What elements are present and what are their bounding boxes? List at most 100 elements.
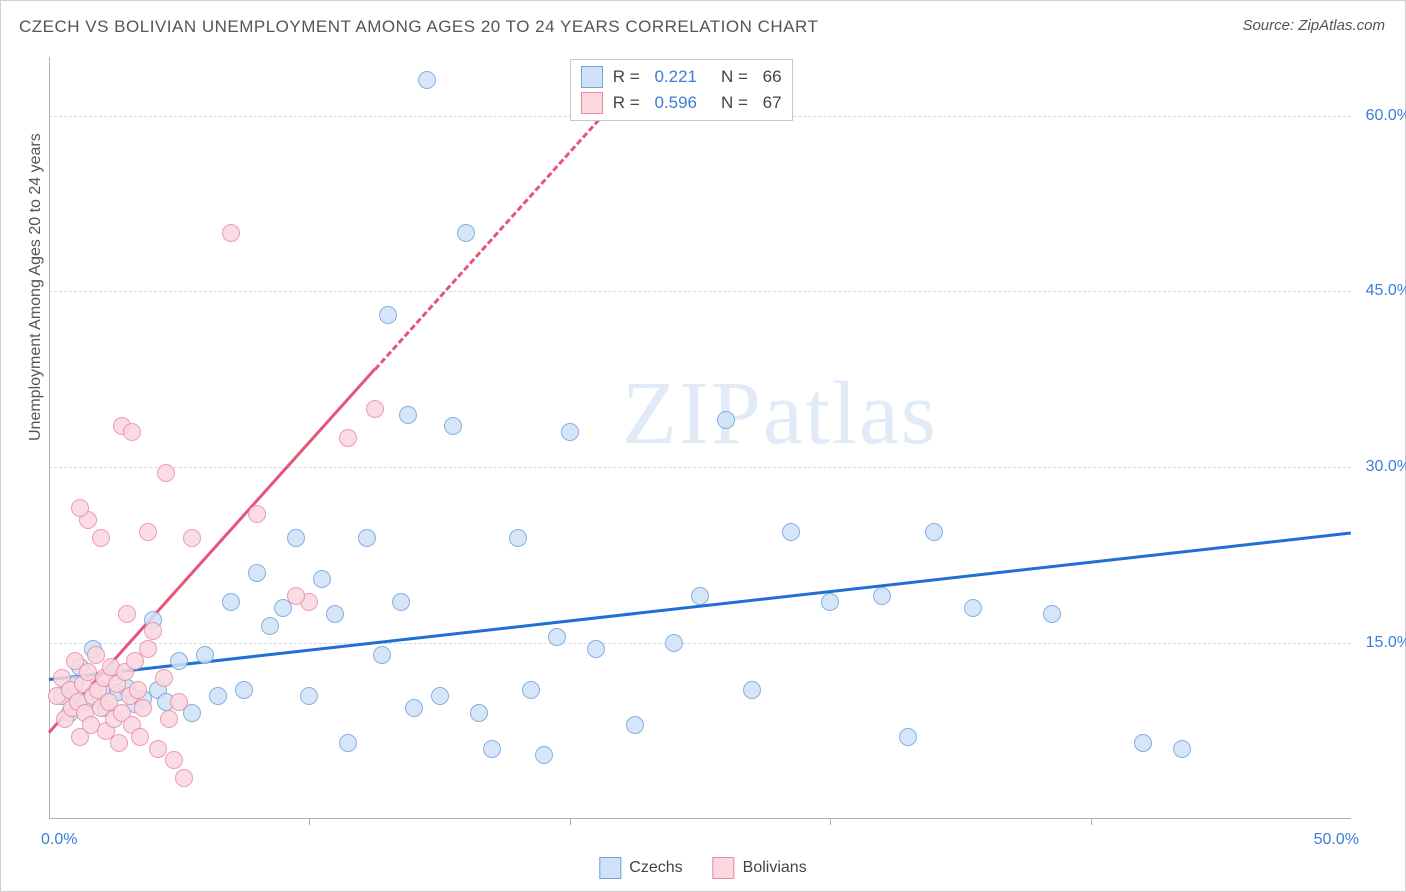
czechs-point [444,417,462,435]
x-tick-label: 0.0% [41,831,77,849]
y-tick-label: 45.0% [1366,282,1406,300]
bolivians-point [160,710,178,728]
czechs-point [587,640,605,658]
czechs-point [222,593,240,611]
bolivians-point [366,400,384,418]
stats-box: R = 0.221 N = 66 R = 0.596 N = 67 [570,59,793,121]
x-tick-mark [309,819,310,825]
bolivians-point [139,523,157,541]
bolivians-regression-line [373,93,623,371]
stats-swatch-icon [581,92,603,114]
czechs-point [209,687,227,705]
bolivians-point [165,751,183,769]
czechs-point [431,687,449,705]
bolivians-point [157,464,175,482]
czechs-point [248,564,266,582]
legend-label: Bolivians [743,859,807,877]
gridline-v [830,57,831,819]
legend-label: Czechs [629,859,682,877]
czechs-point [782,523,800,541]
stats-n-label: N = [721,93,753,113]
czechs-point [691,587,709,605]
x-axis-line [49,818,1351,819]
y-tick-label: 60.0% [1366,107,1406,125]
stats-swatch-icon [581,66,603,88]
legend-swatch-icon [599,857,621,879]
stats-n-value: 66 [763,67,782,87]
x-tick-mark [830,819,831,825]
bolivians-point [144,622,162,640]
bolivians-point [139,640,157,658]
stats-n-value: 67 [763,93,782,113]
x-tick-label: 50.0% [1314,831,1359,849]
bolivians-point [110,734,128,752]
czechs-point [483,740,501,758]
czechs-point [1134,734,1152,752]
czechs-point [535,746,553,764]
czechs-point [326,605,344,623]
czechs-point [379,306,397,324]
stats-r-value: 0.596 [654,93,697,113]
czechs-point [300,687,318,705]
czechs-point [405,699,423,717]
legend-swatch-icon [713,857,735,879]
gridline-v [1091,57,1092,819]
czechs-point [522,681,540,699]
czechs-point [821,593,839,611]
czechs-point [470,704,488,722]
czechs-point [665,634,683,652]
legend-item: Czechs [599,857,682,879]
czechs-point [170,652,188,670]
legend: Czechs Bolivians [599,857,806,879]
legend-item: Bolivians [713,857,807,879]
stats-r-value: 0.221 [654,67,697,87]
bolivians-point [129,681,147,699]
bolivians-point [131,728,149,746]
czechs-point [457,224,475,242]
czechs-point [358,529,376,547]
stats-row: R = 0.596 N = 67 [581,90,782,116]
czechs-point [392,593,410,611]
y-axis-line [49,57,50,819]
gridline-h [49,467,1351,468]
watermark: ZIPatlas [622,362,938,465]
czechs-point [925,523,943,541]
bolivians-point [170,693,188,711]
czechs-point [899,728,917,746]
bolivians-point [92,529,110,547]
czechs-point [743,681,761,699]
gridline-h [49,643,1351,644]
czechs-point [287,529,305,547]
stats-n-label: N = [721,67,753,87]
bolivians-point [175,769,193,787]
plot-area: ZIPatlas 15.0%30.0%45.0%60.0%0.0%50.0% [49,57,1351,819]
bolivians-point [287,587,305,605]
czechs-point [1043,605,1061,623]
chart-container: CZECH VS BOLIVIAN UNEMPLOYMENT AMONG AGE… [0,0,1406,892]
chart-title: CZECH VS BOLIVIAN UNEMPLOYMENT AMONG AGE… [19,17,818,37]
czechs-point [235,681,253,699]
czechs-point [1173,740,1191,758]
czechs-point [261,617,279,635]
czechs-point [626,716,644,734]
x-tick-mark [570,819,571,825]
bolivians-point [155,669,173,687]
czechs-point [313,570,331,588]
stats-r-label: R = [613,93,645,113]
czechs-point [964,599,982,617]
y-tick-label: 15.0% [1366,634,1406,652]
source-label: Source: ZipAtlas.com [1242,17,1385,34]
bolivians-point [123,423,141,441]
czechs-point [373,646,391,664]
czechs-point [873,587,891,605]
czechs-point [561,423,579,441]
czechs-regression-line [49,532,1351,682]
y-tick-label: 30.0% [1366,458,1406,476]
bolivians-point [183,529,201,547]
y-axis-title: Unemployment Among Ages 20 to 24 years [27,133,45,441]
bolivians-point [339,429,357,447]
bolivians-point [134,699,152,717]
czechs-point [548,628,566,646]
czechs-point [717,411,735,429]
bolivians-point [248,505,266,523]
